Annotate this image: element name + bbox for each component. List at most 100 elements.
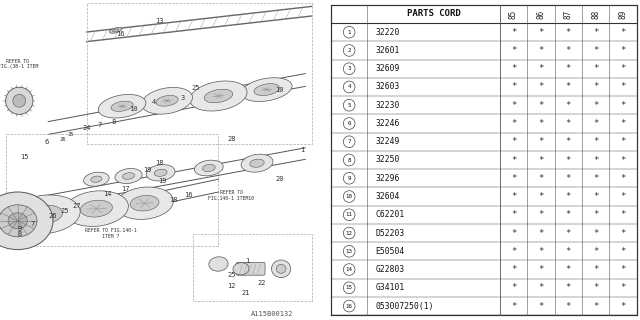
Circle shape [343, 118, 355, 129]
Ellipse shape [99, 94, 146, 118]
Text: *: * [511, 137, 516, 146]
Text: *: * [511, 210, 516, 219]
Text: *: * [538, 228, 543, 237]
Text: 25: 25 [192, 85, 200, 91]
Text: *: * [620, 265, 626, 274]
Text: *: * [593, 283, 598, 292]
Text: 6: 6 [44, 140, 49, 145]
Text: *: * [511, 64, 516, 73]
Text: *: * [566, 46, 571, 55]
Ellipse shape [13, 94, 26, 107]
Ellipse shape [91, 176, 102, 182]
Ellipse shape [202, 164, 215, 172]
Ellipse shape [254, 84, 279, 96]
Text: 4: 4 [152, 100, 156, 105]
Ellipse shape [154, 169, 167, 176]
Text: *: * [511, 265, 516, 274]
Text: 26: 26 [60, 137, 66, 142]
Text: *: * [538, 174, 543, 183]
Text: *: * [566, 283, 571, 292]
Text: *: * [593, 210, 598, 219]
Circle shape [343, 172, 355, 184]
Ellipse shape [241, 154, 273, 172]
Text: 18: 18 [155, 160, 163, 166]
Text: *: * [593, 265, 598, 274]
Text: *: * [593, 192, 598, 201]
Text: *: * [620, 156, 626, 164]
Text: 6: 6 [348, 121, 351, 126]
Text: *: * [593, 174, 598, 183]
Text: *: * [511, 301, 516, 311]
Circle shape [343, 300, 355, 312]
Text: *: * [593, 301, 598, 311]
Text: *: * [620, 210, 626, 219]
Text: 28: 28 [227, 136, 236, 142]
Text: *: * [620, 64, 626, 73]
Text: *: * [511, 83, 516, 92]
Text: *: * [566, 210, 571, 219]
Text: 32230: 32230 [376, 101, 400, 110]
Text: 8: 8 [348, 157, 351, 163]
Circle shape [343, 264, 355, 276]
Circle shape [343, 100, 355, 111]
Text: 18: 18 [169, 197, 178, 203]
Circle shape [343, 191, 355, 202]
Text: PARTS CORD: PARTS CORD [407, 9, 461, 19]
Circle shape [343, 63, 355, 75]
Text: 8: 8 [112, 119, 116, 124]
Text: 32609: 32609 [376, 64, 400, 73]
Text: 32220: 32220 [376, 28, 400, 37]
Text: *: * [593, 156, 598, 164]
Text: 16: 16 [184, 192, 192, 198]
Text: 7: 7 [348, 139, 351, 144]
Text: *: * [511, 247, 516, 256]
Text: 15: 15 [346, 285, 353, 290]
Text: *: * [566, 137, 571, 146]
Ellipse shape [130, 196, 159, 211]
Text: *: * [566, 156, 571, 164]
Circle shape [343, 245, 355, 257]
Text: 32603: 32603 [376, 83, 400, 92]
Text: *: * [620, 101, 626, 110]
Ellipse shape [195, 160, 223, 176]
Circle shape [343, 81, 355, 93]
Text: *: * [620, 174, 626, 183]
Ellipse shape [115, 168, 142, 184]
Text: 32604: 32604 [376, 192, 400, 201]
Text: 19: 19 [158, 178, 166, 184]
Text: *: * [593, 247, 598, 256]
Circle shape [343, 26, 355, 38]
Ellipse shape [141, 87, 193, 114]
Text: 16: 16 [346, 304, 353, 308]
Text: *: * [538, 119, 543, 128]
Text: *: * [620, 192, 626, 201]
Ellipse shape [65, 191, 129, 227]
Circle shape [343, 209, 355, 220]
Text: 25: 25 [227, 272, 236, 278]
Text: 5: 5 [348, 103, 351, 108]
Ellipse shape [84, 172, 109, 186]
Text: 32249: 32249 [376, 137, 400, 146]
Text: 10: 10 [129, 106, 138, 112]
Circle shape [343, 282, 355, 294]
Text: *: * [538, 247, 543, 256]
Text: 13: 13 [346, 249, 353, 254]
Ellipse shape [28, 205, 63, 224]
Text: 10: 10 [346, 194, 353, 199]
Text: *: * [566, 101, 571, 110]
Text: 7: 7 [97, 122, 102, 128]
Text: *: * [593, 119, 598, 128]
Ellipse shape [156, 95, 178, 106]
Text: *: * [538, 301, 543, 311]
Text: G22803: G22803 [376, 265, 404, 274]
Circle shape [343, 44, 355, 56]
Text: *: * [620, 28, 626, 37]
Text: REFER TO
FIG.(38-1 ITEM: REFER TO FIG.(38-1 ITEM [0, 59, 38, 69]
Text: 86: 86 [536, 9, 545, 19]
Text: *: * [538, 101, 543, 110]
Text: *: * [538, 83, 543, 92]
Text: 14: 14 [346, 267, 353, 272]
Ellipse shape [0, 205, 37, 237]
Text: 15: 15 [20, 154, 28, 160]
Text: 1: 1 [300, 148, 304, 153]
